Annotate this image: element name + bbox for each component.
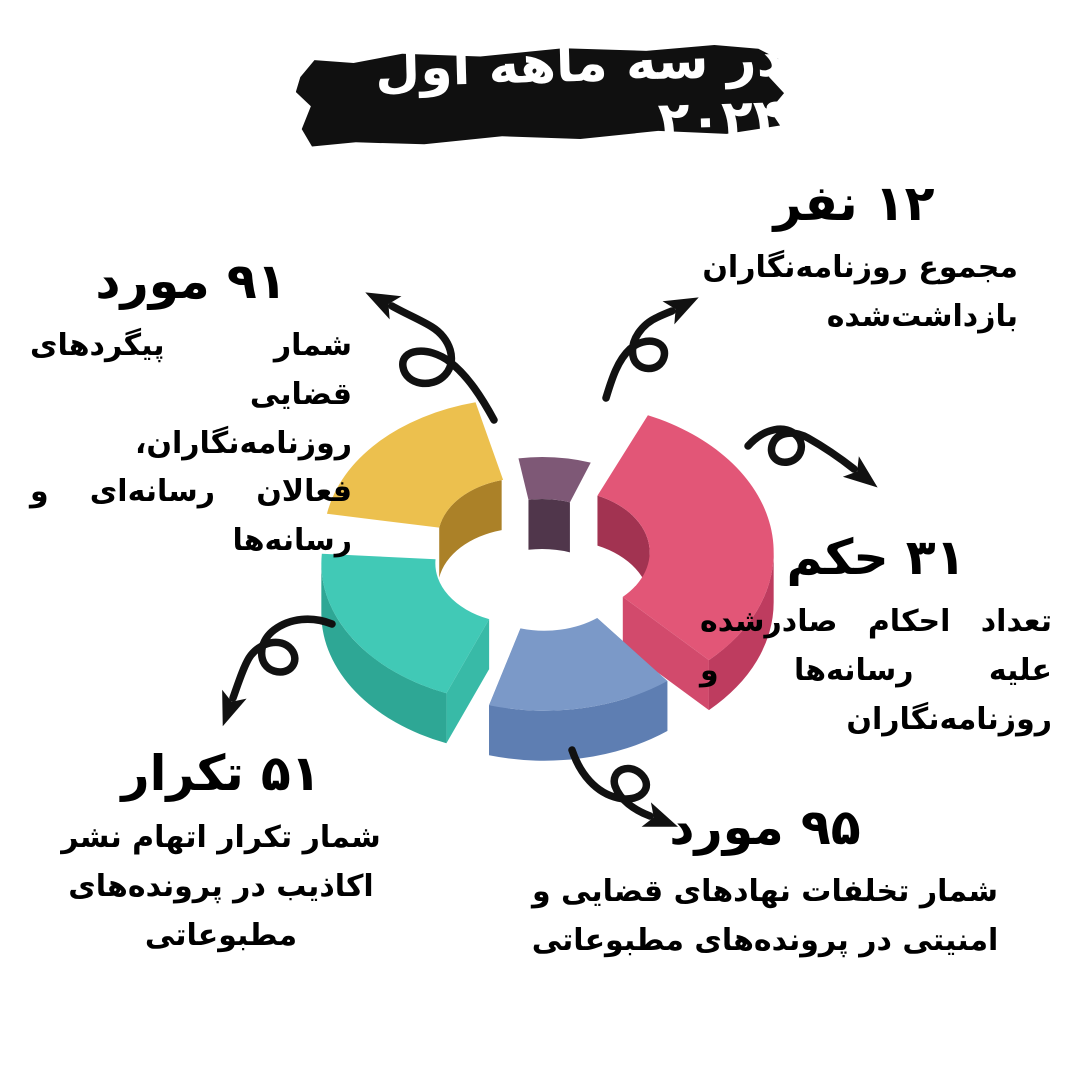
donut-segment-bottom-right-cap <box>489 628 521 756</box>
arrow-to-false-news-repeats-head <box>222 689 247 727</box>
donut-segment-bottom-right-top <box>489 617 668 711</box>
donut-segment-bottom-right-outer-wall <box>489 681 668 761</box>
arrow-to-prosecutions <box>365 292 498 424</box>
arrow-to-verdicts-line <box>744 425 858 473</box>
stat-prosecutions-description: شمار پیگردهای قضایی روزنامه‌نگاران، فعال… <box>30 328 352 558</box>
arrow-to-arrested-line <box>602 307 676 402</box>
stat-arrested-description: مجموع روزنامه‌نگاران بازداشت‌شده <box>702 250 1018 334</box>
stat-verdicts-description: تعداد احکام صادرشده علیه رسانه‌ها و روزن… <box>700 604 1052 737</box>
stat-prosecutions-number: ۹۱ مورد <box>95 253 287 310</box>
arrow-to-prosecutions-head <box>365 292 402 320</box>
stat-arrested: ۱۲ نفر مجموع روزنامه‌نگاران بازداشت‌شده <box>690 175 1018 342</box>
stat-verdicts: ۳۱ حکم تعداد احکام صادرشده علیه رسانه‌ها… <box>700 529 1052 744</box>
stat-violations-description: شمار تخلفات نهادهای قضایی و امنیتی در پر… <box>531 874 999 958</box>
donut-segment-top-top <box>518 457 591 503</box>
stat-violations: ۹۵ مورد شمار تخلفات نهادهای قضایی و امنی… <box>485 799 1045 966</box>
stat-verdicts-number: ۳۱ حکم <box>786 529 966 586</box>
donut-segment-bottom-right-cap <box>597 617 668 732</box>
arrow-to-false-news-repeats-line <box>229 615 336 702</box>
stat-prosecutions: ۹۱ مورد شمار پیگردهای قضایی روزنامه‌نگار… <box>30 253 352 565</box>
donut-segment-right-cap <box>622 596 709 711</box>
stat-false-news-repeats: ۵۱ تکرار شمار تکرار اتهام نشر اکاذیب در … <box>25 745 417 960</box>
arrow-to-verdicts-head <box>842 456 878 488</box>
donut-segment-bottom-left-top <box>321 553 490 694</box>
donut-segment-right-inner-wall <box>597 495 650 603</box>
donut-segment-bottom-left-cap <box>446 619 490 744</box>
donut-segment-top-left-top <box>326 402 504 528</box>
stat-false-news-repeats-description: شمار تکرار اتهام نشر اکاذیب در پرونده‌ها… <box>61 820 381 953</box>
title-banner: در سه ماهه اول ۲۰۲۴ <box>295 28 786 152</box>
stat-false-news-repeats-number: ۵۱ تکرار <box>121 745 321 802</box>
stat-violations-number: ۹۵ مورد <box>669 799 861 856</box>
donut-segment-top-left-inner-wall <box>439 480 502 578</box>
arrow-to-false-news-repeats <box>222 615 336 727</box>
donut-segment-top-inner-wall <box>528 499 570 553</box>
stat-arrested-number: ۱۲ نفر <box>773 175 935 232</box>
arrow-to-verdicts <box>744 425 878 488</box>
donut-segment-bottom-left-outer-wall <box>321 563 447 744</box>
arrow-to-prosecutions-line <box>388 302 498 424</box>
page-title: در سه ماهه اول ۲۰۲۴ <box>374 28 786 152</box>
